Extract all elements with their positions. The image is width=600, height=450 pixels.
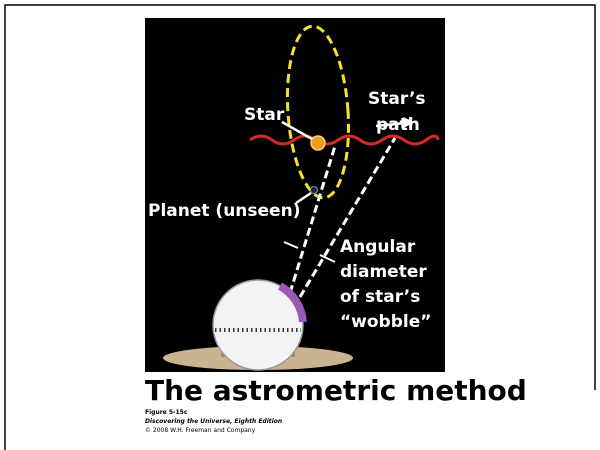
star-pointer bbox=[281, 120, 313, 141]
angle-tick bbox=[319, 254, 336, 263]
dome bbox=[212, 279, 304, 371]
star bbox=[310, 135, 326, 151]
sight-line bbox=[298, 137, 397, 298]
angle-label: of star’s bbox=[340, 287, 420, 307]
caption-book: Discovering the Universe, Eighth Edition bbox=[145, 418, 282, 425]
angle-label: Angular bbox=[340, 237, 416, 257]
orbit bbox=[285, 24, 351, 200]
planet bbox=[310, 186, 318, 194]
star-path-wave bbox=[249, 134, 440, 146]
angle-label: “wobble” bbox=[340, 312, 431, 332]
path-arrowhead bbox=[403, 117, 414, 128]
caption-figure: Figure 5-15c bbox=[145, 409, 188, 416]
path-arrow bbox=[375, 121, 406, 128]
angle-tick bbox=[283, 241, 299, 249]
sight-line bbox=[288, 145, 337, 294]
caption-copyright: © 2008 W.H. Freeman and Company bbox=[145, 427, 256, 434]
angle-label: diameter bbox=[340, 262, 427, 282]
star-label: Star bbox=[244, 105, 285, 125]
planet-pointer bbox=[295, 191, 312, 205]
path-label: Star’s bbox=[368, 89, 426, 109]
planet-label: Planet (unseen) bbox=[148, 201, 300, 221]
frame bbox=[4, 4, 596, 450]
title: The astrometric method bbox=[145, 374, 527, 407]
path-label: path bbox=[376, 115, 420, 135]
dome-slit bbox=[277, 282, 307, 323]
